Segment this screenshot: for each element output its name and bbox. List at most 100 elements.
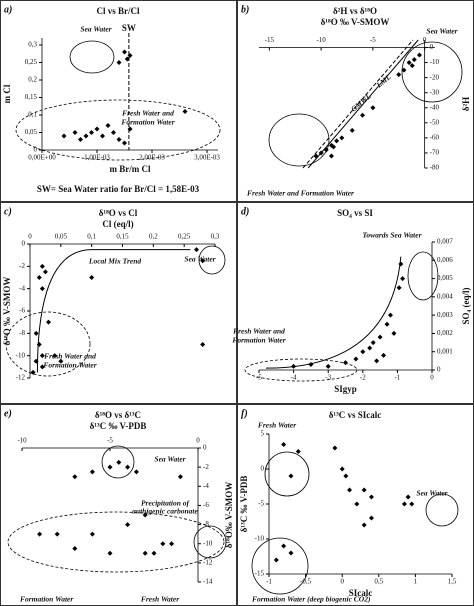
y-axis-label: δ¹³C ‰ V-PDB xyxy=(239,476,249,533)
panel-subtitle: δ¹³C ‰ V-PDB xyxy=(90,421,147,431)
y-tick-label: -6 xyxy=(19,307,25,315)
y-tick-label: 0 xyxy=(34,146,38,154)
point xyxy=(349,127,355,133)
annotation: Fresh Water and xyxy=(44,352,96,361)
group-outline xyxy=(268,113,330,167)
x-axis-label: m Br/m Cl xyxy=(110,164,151,174)
panel-title: δ¹⁸O vs δ¹³C xyxy=(95,410,141,420)
panel-subtitle: δ¹⁸O ‰ V-SMOW xyxy=(321,17,390,27)
point xyxy=(72,130,78,135)
annotation: Formation Water (deep biogenic CO2) xyxy=(252,595,371,604)
y-tick-label: 5 xyxy=(261,430,265,438)
y-tick-label: -10 xyxy=(16,351,26,359)
group-outline xyxy=(193,525,227,559)
point xyxy=(409,63,415,69)
point xyxy=(94,126,100,132)
y-tick-label: -2 xyxy=(203,463,209,471)
x-axis-label: SIcalc xyxy=(349,588,373,598)
y-tick-label: 0,007 xyxy=(437,238,453,246)
panel-label: a) xyxy=(4,4,12,15)
x-tick-label: -0,5 xyxy=(300,578,312,586)
y-tick-label: 0,25 xyxy=(25,58,38,66)
y-tick-label: -60 xyxy=(430,133,440,141)
y-axis-label: SO₄ (eq/l) xyxy=(461,288,471,325)
annotation: Sea Water xyxy=(154,455,185,464)
point xyxy=(339,466,345,472)
y-tick-label: 0,004 xyxy=(437,292,453,300)
point xyxy=(318,150,324,156)
point xyxy=(343,473,349,479)
group-outline xyxy=(101,445,135,479)
panel-label: b) xyxy=(241,4,249,15)
panel-label: c) xyxy=(4,206,12,217)
point xyxy=(36,275,42,280)
point xyxy=(116,137,122,142)
y-tick-label: 0,002 xyxy=(437,329,453,337)
y-tick-label: -12 xyxy=(16,374,26,382)
note: SW= Sea Water ratio for Br/Cl = 1,58E-03 xyxy=(37,184,200,194)
point xyxy=(384,321,390,327)
x-tick-label: -1 xyxy=(394,374,400,382)
point xyxy=(354,501,360,507)
point xyxy=(391,330,397,336)
reference-label: SW xyxy=(122,23,136,33)
point xyxy=(125,464,131,470)
y-tick-label: 0,003 xyxy=(437,311,453,319)
y-tick-label: -40 xyxy=(430,103,440,111)
group-outline xyxy=(425,493,459,527)
x-tick-label: -2 xyxy=(360,374,366,382)
point xyxy=(334,138,340,144)
point xyxy=(89,531,95,537)
y-axis-label: δ²H xyxy=(461,97,471,111)
point xyxy=(405,494,411,500)
point xyxy=(72,474,78,480)
point xyxy=(36,342,42,347)
group-outline xyxy=(264,451,310,497)
line-label: GMWL xyxy=(349,91,373,113)
point xyxy=(295,449,301,454)
annotation: Fresh Water xyxy=(141,595,179,604)
panel-title: Cl vs Br/Cl xyxy=(96,6,140,16)
point xyxy=(361,522,367,528)
x-tick-label: 3,00E-03 xyxy=(194,154,220,162)
point xyxy=(332,445,338,451)
panel-border xyxy=(0,0,237,202)
x-tick-label: 1,00E-03 xyxy=(84,154,110,162)
point xyxy=(142,550,148,556)
group-outline xyxy=(5,311,91,377)
annotation: Precipitation of xyxy=(141,499,191,508)
point xyxy=(398,261,404,267)
point xyxy=(46,319,51,325)
x-tick-label: 0 xyxy=(196,437,200,445)
y-tick-label: -5 xyxy=(258,500,264,508)
x-tick-label: 0,15 xyxy=(116,233,129,241)
y-tick-label: 0,001 xyxy=(437,347,453,355)
point xyxy=(328,153,334,159)
y-tick-label: 0,005 xyxy=(437,274,453,282)
point xyxy=(89,275,95,280)
point xyxy=(406,60,412,66)
point xyxy=(339,135,345,141)
x-tick-label: -5 xyxy=(107,437,113,445)
point xyxy=(377,334,383,340)
y-tick-label: -80 xyxy=(430,164,440,172)
y-tick-label: 0,15 xyxy=(25,93,38,101)
point xyxy=(30,369,36,375)
annotation: Sea Water xyxy=(80,25,111,34)
trend-curve xyxy=(265,256,402,369)
panel-title: δ¹³C vs SIcalc xyxy=(329,410,382,420)
point xyxy=(313,153,319,159)
group-outline xyxy=(7,511,225,573)
annotation: Formation Water xyxy=(232,336,285,345)
group-outline xyxy=(15,99,221,161)
point xyxy=(177,474,183,480)
point xyxy=(42,269,48,275)
point xyxy=(325,363,331,369)
annotation: Local Mix Trend xyxy=(88,257,141,266)
y-tick-label: -6 xyxy=(203,501,209,509)
y-axis-label: m Cl xyxy=(2,84,12,103)
y-axis-label: δ¹⁸O‰ V-SMOW xyxy=(224,482,234,549)
point xyxy=(105,123,111,128)
point xyxy=(39,353,45,359)
